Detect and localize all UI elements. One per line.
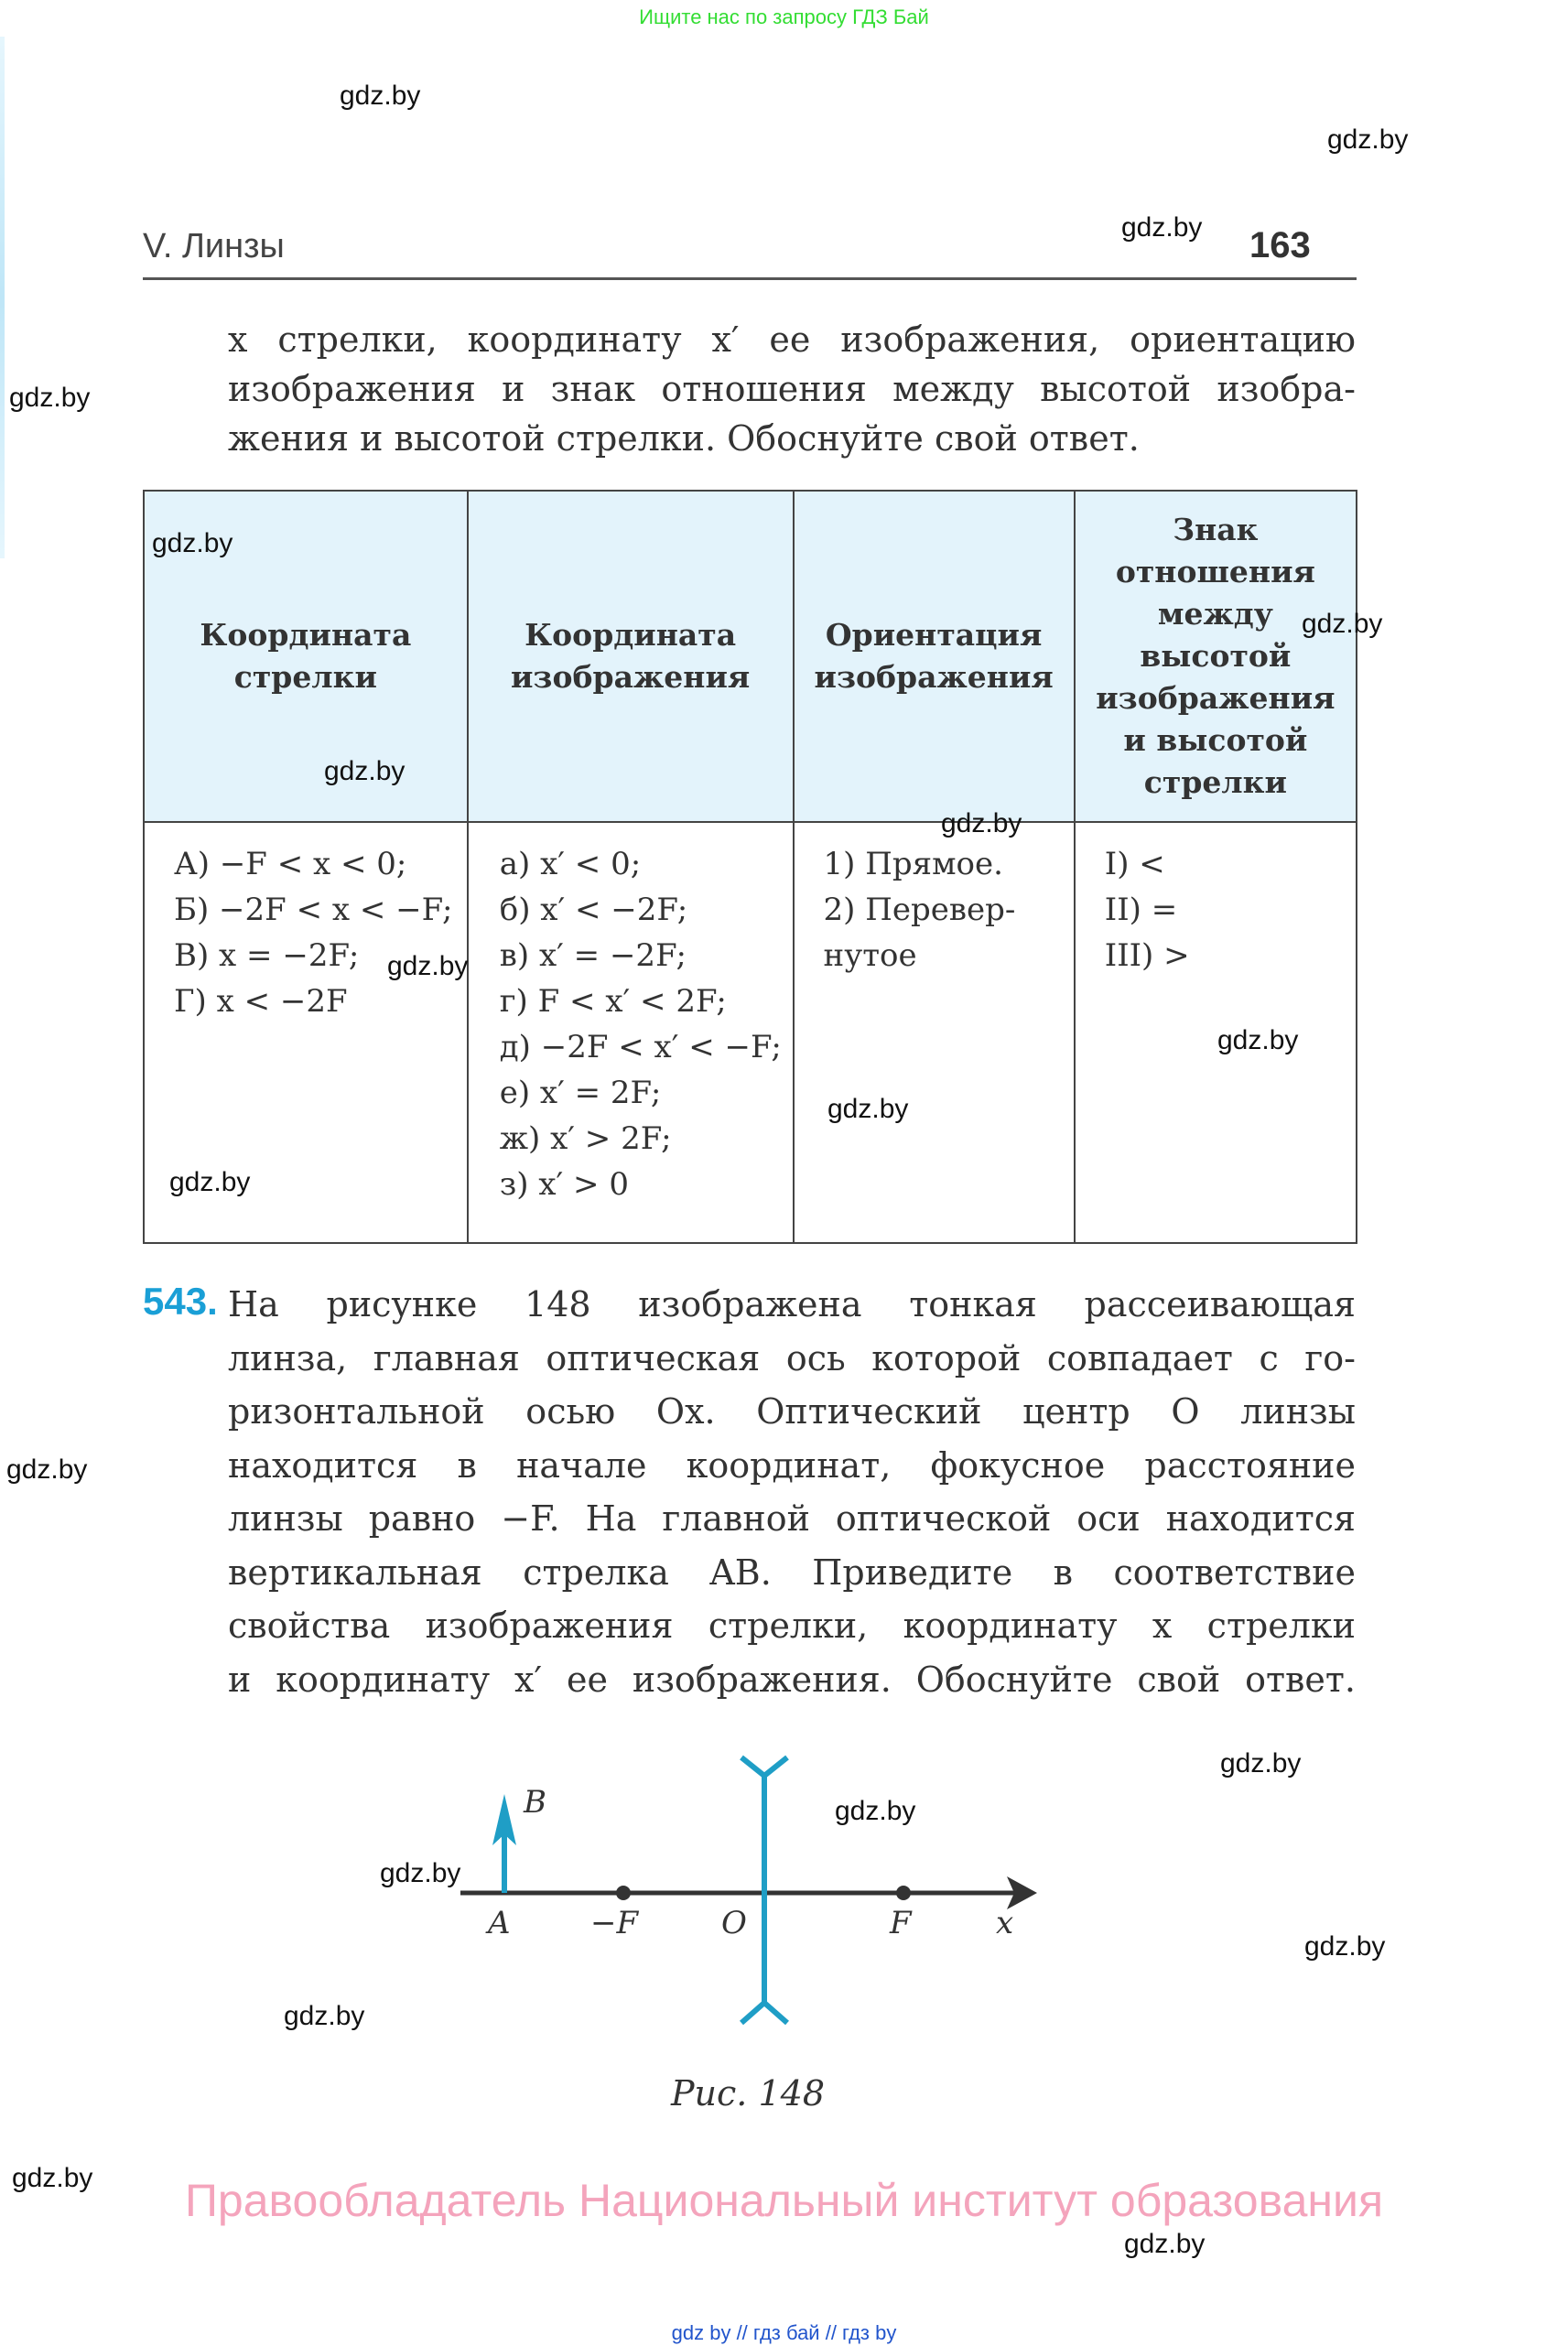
watermark: gdz.by [152, 528, 233, 558]
problem-line: вертикальная стрелка AB. Приведите в соо… [228, 1552, 1356, 1593]
watermark: gdz.by [1302, 609, 1383, 639]
problem-line: и координату x′ ее изображения. Обоснуйт… [228, 1659, 1356, 1700]
header-arrow-coordinate: Координата стрелки [143, 490, 469, 823]
watermark: gdz.by [1217, 1025, 1299, 1055]
label-O: O [721, 1905, 747, 1941]
copyright-notice: Правообладатель Национальный институт об… [184, 2175, 1384, 2226]
problem-line: линзы равно −F. На главной оптической ос… [228, 1498, 1356, 1539]
watermark: gdz.by [9, 383, 91, 413]
problem-line: линза, главная оптическая ось которой со… [228, 1338, 1356, 1378]
watermark: gdz.by [941, 808, 1022, 838]
image-coordinate-options: а) x′ < 0; б) x′ < −2F; в) x′ = −2F; г) F <… [466, 821, 795, 1244]
intro-line: x стрелки, координату x′ ее изображения,… [228, 319, 1356, 360]
header-image-coordinate: Координата изображения [466, 490, 795, 823]
watermark: gdz.by [1327, 124, 1409, 155]
watermark: gdz.by [1121, 212, 1203, 243]
label-F: F [889, 1905, 913, 1941]
label-A: A [485, 1905, 511, 1941]
problem-number: 543. [143, 1280, 218, 1323]
watermark: gdz.by [6, 1454, 88, 1485]
header-image-orientation: Ориентация изображения [792, 490, 1076, 823]
intro-line: жения и высотой стрелки. Обоснуйте свой … [228, 418, 1140, 459]
page-number: 163 [1249, 225, 1311, 265]
table-header-row: Координата стрелки Координата изображения … [143, 490, 1358, 823]
header-height-ratio-sign: Знак отношения между высотой изображения и вы… [1073, 490, 1358, 823]
problem-line: находится в начале координат, фокусное р… [228, 1445, 1356, 1486]
label-minus-F: −F [590, 1905, 639, 1941]
search-hint-banner: Ищите нас по запросу ГДЗ Бай [639, 5, 929, 28]
focus-point-left [616, 1886, 631, 1900]
watermark: gdz.by [1304, 1931, 1386, 1962]
watermark: gdz.by [1124, 2229, 1206, 2259]
arrow-coordinate-options: А) −F < x < 0; Б) −2F < x < −F; В) x = −2F… [143, 821, 469, 1244]
ratio-sign-options: I) < II) = III) > [1073, 821, 1358, 1244]
watermark: gdz.by [284, 2001, 365, 2031]
watermark: gdz.by [380, 1858, 461, 1888]
problem-line: свойства изображения стрелки, координату… [228, 1605, 1356, 1646]
header-divider [143, 277, 1357, 280]
watermark: gdz.by [827, 1094, 909, 1124]
footer-links[interactable]: gdz by // гдз бай // гдз by [671, 2321, 897, 2344]
object-arrowhead-icon [492, 1794, 516, 1845]
orientation-options: 1) Прямое. 2) Перевер-нутое [792, 821, 1076, 1244]
figure-caption: Рис. 148 [670, 2073, 825, 2114]
axis-arrowhead-icon [1007, 1876, 1037, 1909]
watermark: gdz.by [12, 2163, 93, 2193]
watermark: gdz.by [1220, 1748, 1302, 1778]
watermark: gdz.by [387, 951, 469, 981]
figure-148: B A −F O F x [460, 1755, 1037, 2026]
chapter-title: V. Линзы [143, 227, 285, 265]
left-edge-strip [0, 37, 5, 558]
problem-line: ризонтальной осью Ox. Оптический центр O… [228, 1391, 1356, 1432]
watermark: gdz.by [835, 1796, 916, 1826]
problem-line: На рисунке 148 изображена тонкая рассеив… [228, 1284, 1356, 1324]
intro-line: изображения и знак отношения между высот… [228, 369, 1356, 409]
matching-table: Координата стрелки Координата изображения … [143, 490, 1358, 1244]
focus-point-right [896, 1886, 911, 1900]
watermark: gdz.by [324, 756, 406, 786]
label-B: B [523, 1784, 546, 1821]
diverging-lens [740, 1755, 789, 2026]
label-x: x [996, 1905, 1013, 1941]
watermark: gdz.by [340, 81, 421, 111]
table-row: А) −F < x < 0; Б) −2F < x < −F; В) x = −2F… [143, 821, 1358, 1244]
watermark: gdz.by [169, 1167, 251, 1197]
